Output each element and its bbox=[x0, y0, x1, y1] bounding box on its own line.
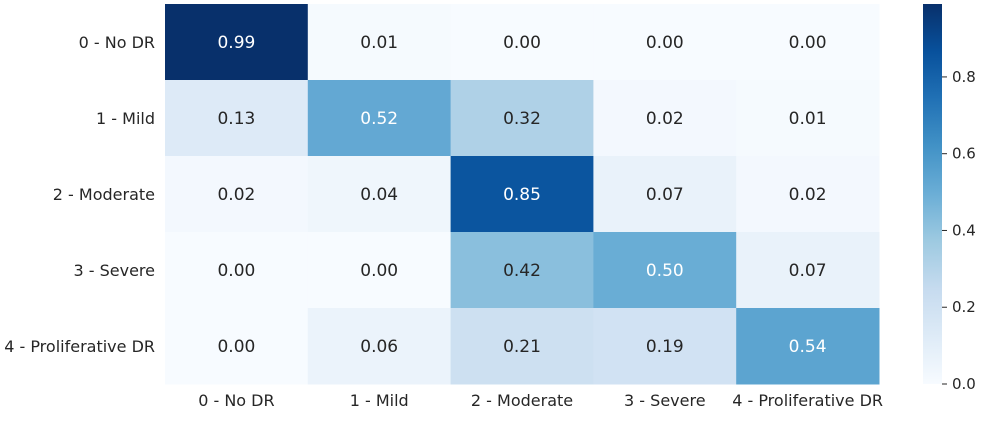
cell-value-label: 0.21 bbox=[503, 337, 541, 357]
cell-value-label: 0.32 bbox=[503, 109, 541, 129]
heatmap-cells: 0.99 0.01 0.00 0.00 0.00 0.13 0.52 0.32 0.02 0.01… bbox=[165, 4, 880, 385]
cell-value-label: 0.50 bbox=[646, 261, 684, 281]
cell-value-label: 0.00 bbox=[217, 337, 255, 357]
cell-value-label: 0.07 bbox=[646, 185, 684, 205]
heatmap-cell bbox=[165, 4, 309, 81]
cell-value-label: 0.07 bbox=[789, 261, 827, 281]
x-tick-label: 4 - Proliferative DR bbox=[732, 391, 883, 410]
y-axis-labels: 0 - No DR 1 - Mild 2 - Moderate 3 - Severe 4… bbox=[4, 33, 155, 356]
cell-value-label: 0.00 bbox=[789, 33, 827, 53]
heatmap-cell bbox=[307, 4, 452, 81]
heatmap-cell bbox=[165, 308, 309, 385]
heatmap-cell bbox=[307, 156, 452, 233]
colorbar-gradient bbox=[923, 4, 942, 384]
colorbar-tick-label: 0.0 bbox=[952, 375, 976, 393]
cell-value-label: 0.00 bbox=[217, 261, 255, 281]
cell-value-label: 0.02 bbox=[646, 109, 684, 129]
cell-value-label: 0.99 bbox=[217, 33, 255, 53]
cell-value-label: 0.02 bbox=[217, 185, 255, 205]
heatmap-cell bbox=[450, 4, 594, 81]
heatmap-cell bbox=[593, 80, 737, 157]
heatmap-cell bbox=[307, 232, 452, 309]
x-tick-label: 3 - Severe bbox=[624, 391, 706, 410]
heatmap-cell bbox=[450, 80, 594, 157]
heatmap-cell bbox=[307, 80, 452, 157]
x-axis-labels: 0 - No DR 1 - Mild 2 - Moderate 3 - Severe 4… bbox=[198, 391, 883, 410]
cell-value-label: 0.54 bbox=[789, 337, 827, 357]
y-tick-label: 2 - Moderate bbox=[53, 185, 155, 204]
y-tick-label: 1 - Mild bbox=[96, 109, 155, 128]
y-tick-label: 0 - No DR bbox=[79, 33, 155, 52]
cell-value-label: 0.01 bbox=[789, 109, 827, 129]
y-tick-label: 3 - Severe bbox=[73, 261, 155, 280]
cell-value-label: 0.00 bbox=[360, 261, 398, 281]
heatmap-cell bbox=[736, 308, 880, 385]
cell-value-label: 0.02 bbox=[789, 185, 827, 205]
cell-value-label: 0.42 bbox=[503, 261, 541, 281]
cell-value-label: 0.13 bbox=[217, 109, 255, 129]
heatmap-cell bbox=[450, 232, 594, 309]
x-tick-label: 0 - No DR bbox=[198, 391, 274, 410]
cell-value-label: 0.00 bbox=[503, 33, 541, 53]
x-tick-label: 1 - Mild bbox=[350, 391, 409, 410]
heatmap-cell bbox=[736, 232, 880, 309]
colorbar-tick-label: 0.2 bbox=[952, 298, 976, 316]
heatmap-cell bbox=[165, 232, 309, 309]
heatmap-cell bbox=[593, 232, 737, 309]
x-tick-label: 2 - Moderate bbox=[471, 391, 573, 410]
heatmap-cell bbox=[736, 80, 880, 157]
heatmap-cell bbox=[165, 156, 309, 233]
cell-value-label: 0.19 bbox=[646, 337, 684, 357]
heatmap-cell bbox=[736, 156, 880, 233]
y-tick-label: 4 - Proliferative DR bbox=[4, 337, 155, 356]
cell-value-label: 0.00 bbox=[646, 33, 684, 53]
colorbar-ticks: 0.0 0.2 0.4 0.6 0.8 bbox=[942, 68, 976, 393]
colorbar-tick-label: 0.8 bbox=[952, 68, 976, 86]
heatmap-cell bbox=[450, 308, 594, 385]
cell-value-label: 0.01 bbox=[360, 33, 398, 53]
heatmap-cell bbox=[450, 156, 594, 233]
colorbar: 0.0 0.2 0.4 0.6 0.8 bbox=[923, 4, 976, 393]
heatmap-cell bbox=[593, 156, 737, 233]
heatmap-cell bbox=[593, 4, 737, 81]
cell-value-label: 0.52 bbox=[360, 109, 398, 129]
cell-value-label: 0.04 bbox=[360, 185, 398, 205]
cell-value-label: 0.06 bbox=[360, 337, 398, 357]
colorbar-tick-label: 0.6 bbox=[952, 145, 976, 163]
heatmap-cell bbox=[593, 308, 737, 385]
heatmap-cell bbox=[307, 308, 452, 385]
heatmap-cell bbox=[165, 80, 309, 157]
cell-value-label: 0.85 bbox=[503, 185, 541, 205]
colorbar-tick-label: 0.4 bbox=[952, 221, 976, 239]
heatmap-cell bbox=[736, 4, 880, 81]
